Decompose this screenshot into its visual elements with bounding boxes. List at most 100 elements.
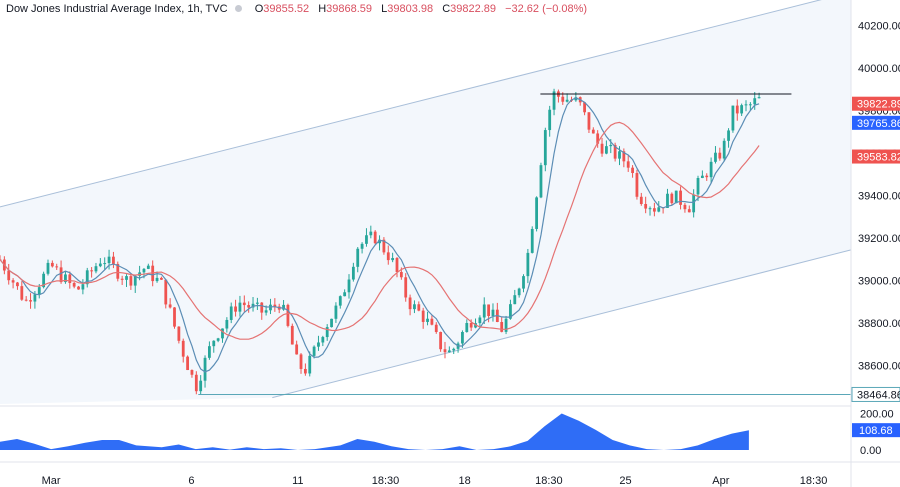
candle-body[interactable]: [626, 161, 630, 168]
candle-body[interactable]: [522, 276, 525, 289]
fast-moving-average-line[interactable]: [0, 97, 760, 373]
candle-body[interactable]: [622, 151, 626, 162]
candle-body[interactable]: [120, 278, 124, 280]
candle-body[interactable]: [238, 302, 242, 312]
candle-body[interactable]: [500, 322, 504, 332]
candle-body[interactable]: [142, 268, 146, 273]
candle-body[interactable]: [478, 317, 482, 324]
candle-body[interactable]: [7, 270, 11, 281]
candle-body[interactable]: [107, 256, 111, 264]
candle-body[interactable]: [33, 294, 37, 302]
candle-body[interactable]: [94, 266, 98, 272]
candle-body[interactable]: [727, 130, 730, 141]
candle-body[interactable]: [753, 98, 757, 105]
candle-body[interactable]: [714, 152, 717, 162]
candle-body[interactable]: [430, 318, 434, 325]
candle-body[interactable]: [679, 190, 682, 205]
candle-body[interactable]: [181, 340, 185, 357]
candle-body[interactable]: [705, 175, 709, 178]
candle-body[interactable]: [190, 370, 194, 375]
candle-body[interactable]: [42, 273, 46, 288]
candle-body[interactable]: [325, 327, 329, 338]
candle-body[interactable]: [90, 270, 94, 272]
candle-body[interactable]: [29, 300, 32, 302]
candle-body[interactable]: [613, 144, 617, 159]
candle-body[interactable]: [709, 161, 713, 178]
candle-body[interactable]: [85, 270, 89, 285]
candle-body[interactable]: [443, 349, 447, 353]
candle-body[interactable]: [426, 318, 429, 322]
candle-body[interactable]: [221, 328, 224, 339]
candle-body[interactable]: [173, 307, 176, 327]
candle-body[interactable]: [539, 165, 543, 198]
candle-body[interactable]: [360, 243, 364, 249]
candle-body[interactable]: [369, 231, 373, 236]
candle-body[interactable]: [317, 342, 320, 347]
candle-body[interactable]: [565, 99, 569, 102]
indicator-area[interactable]: [0, 413, 749, 451]
candle-body[interactable]: [391, 258, 395, 261]
candle-body[interactable]: [748, 104, 752, 106]
candle-body[interactable]: [303, 368, 307, 374]
candle-body[interactable]: [644, 204, 648, 209]
candle-body[interactable]: [203, 357, 207, 381]
candle-body[interactable]: [68, 274, 72, 283]
candle-body[interactable]: [64, 274, 67, 283]
candle-body[interactable]: [509, 304, 512, 319]
candle-body[interactable]: [133, 275, 137, 286]
candle-body[interactable]: [199, 380, 203, 392]
candle-body[interactable]: [447, 350, 451, 353]
candle-body[interactable]: [386, 252, 390, 261]
candle-body[interactable]: [299, 354, 303, 369]
candle-body[interactable]: [696, 178, 700, 195]
candle-body[interactable]: [596, 133, 600, 144]
candle-body[interactable]: [504, 318, 508, 332]
candle-body[interactable]: [491, 309, 495, 317]
candle-body[interactable]: [378, 239, 381, 244]
candle-body[interactable]: [212, 340, 216, 347]
candle-body[interactable]: [683, 204, 687, 210]
candle-body[interactable]: [77, 286, 80, 290]
candle-body[interactable]: [282, 304, 285, 310]
candle-body[interactable]: [639, 196, 643, 205]
candle-body[interactable]: [242, 302, 246, 306]
candle-body[interactable]: [718, 152, 722, 159]
candle-body[interactable]: [168, 304, 172, 308]
candle-body[interactable]: [535, 197, 538, 229]
candle-body[interactable]: [666, 193, 669, 208]
candle-body[interactable]: [347, 279, 351, 293]
candle-body[interactable]: [618, 151, 621, 159]
candle-body[interactable]: [55, 266, 59, 268]
candle-body[interactable]: [583, 102, 586, 113]
candle-body[interactable]: [513, 295, 517, 305]
candle-body[interactable]: [757, 97, 761, 99]
candle-body[interactable]: [631, 167, 634, 174]
candle-body[interactable]: [11, 280, 15, 283]
candle-body[interactable]: [208, 346, 211, 358]
candle-body[interactable]: [321, 337, 325, 343]
candle-body[interactable]: [146, 265, 150, 269]
candle-body[interactable]: [382, 239, 386, 253]
candle-body[interactable]: [605, 146, 608, 154]
candle-body[interactable]: [735, 105, 739, 114]
candle-body[interactable]: [700, 175, 704, 179]
candle-body[interactable]: [81, 284, 85, 290]
channel-upper-line[interactable]: [0, 0, 851, 208]
candle-body[interactable]: [194, 374, 198, 392]
candle-body[interactable]: [255, 302, 259, 304]
candle-body[interactable]: [635, 173, 639, 197]
candle-body[interactable]: [72, 282, 76, 287]
candle-body[interactable]: [229, 306, 233, 320]
candle-body[interactable]: [652, 208, 656, 212]
candle-body[interactable]: [155, 277, 159, 282]
candle-body[interactable]: [116, 263, 120, 279]
candle-body[interactable]: [722, 140, 726, 159]
candle-body[interactable]: [461, 331, 464, 344]
candle-body[interactable]: [413, 304, 416, 310]
candle-body[interactable]: [740, 105, 744, 114]
candle-body[interactable]: [482, 304, 486, 318]
candle-body[interactable]: [186, 356, 189, 371]
candle-body[interactable]: [465, 322, 469, 332]
candle-body[interactable]: [674, 190, 678, 204]
